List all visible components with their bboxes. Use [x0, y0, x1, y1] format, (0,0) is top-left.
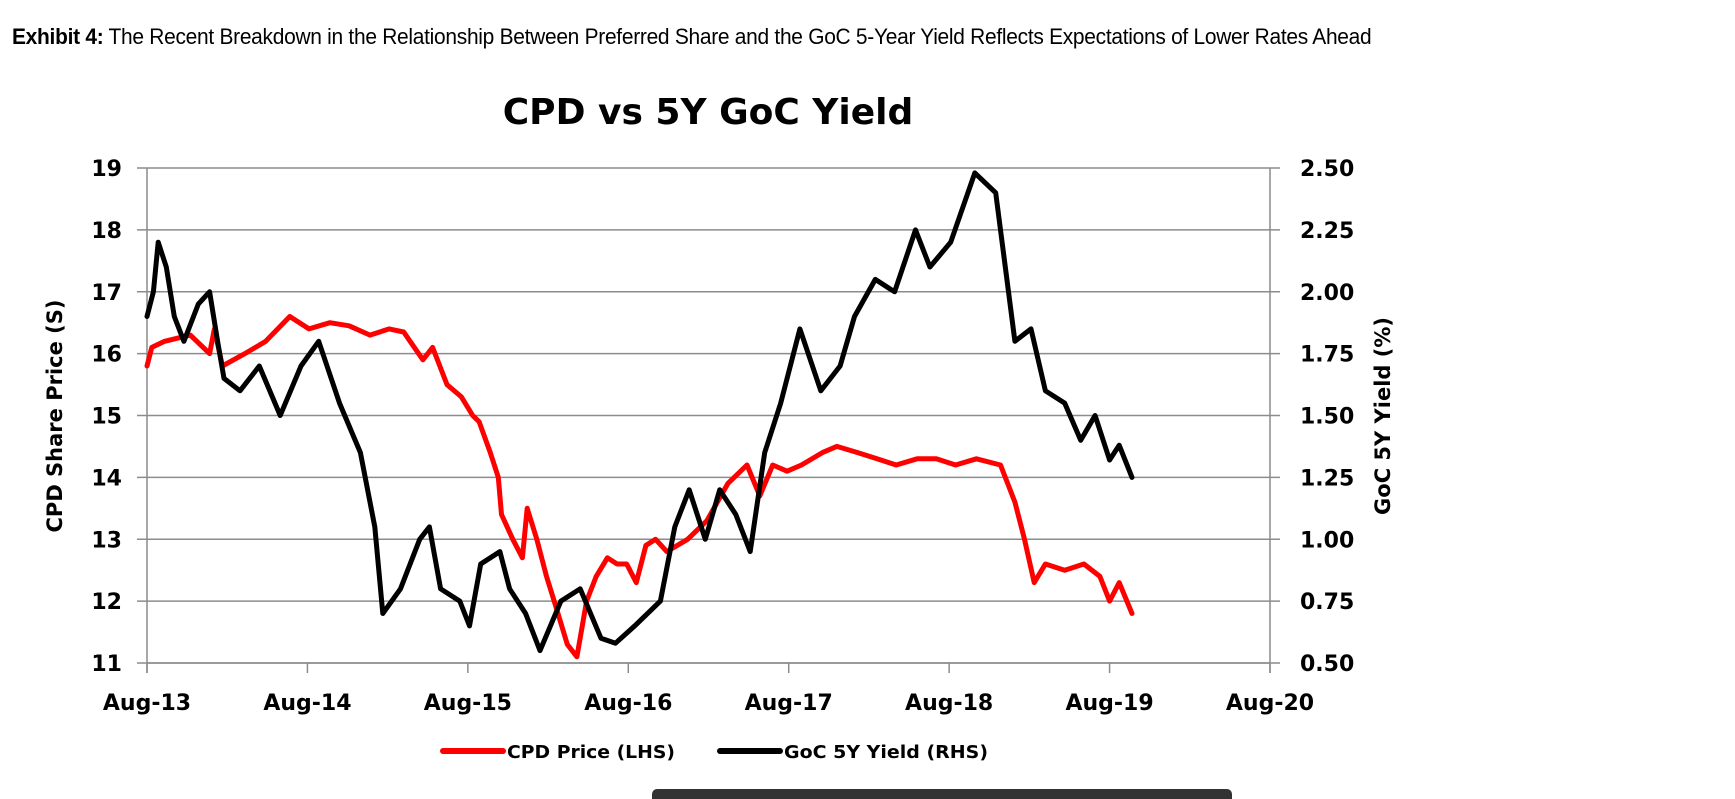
- x-tick-label: Aug-19: [1065, 691, 1153, 716]
- legend-label-cpd-price: CPD Price (LHS): [507, 742, 675, 763]
- right-tick-label: 0.75: [1300, 590, 1354, 615]
- right-tick-label: 2.25: [1300, 219, 1354, 244]
- exhibit-caption: The Recent Breakdown in the Relationship…: [103, 24, 1372, 49]
- exhibit-title: Exhibit 4: The Recent Breakdown in the R…: [12, 24, 1372, 50]
- right-tick-label: 1.00: [1300, 528, 1354, 553]
- right-axis-label: GoC 5Y Yield (%): [1371, 317, 1395, 515]
- x-tick-label: Aug-20: [1226, 691, 1314, 716]
- x-tick-label: Aug-14: [263, 691, 351, 716]
- x-axis-ticks: Aug-13 Aug-14 Aug-15 Aug-16 Aug-17 Aug-18 Aug-…: [103, 663, 1314, 716]
- left-tick-label: 13: [91, 528, 122, 553]
- right-tick-label: 2.50: [1300, 157, 1354, 182]
- right-tick-label: 1.25: [1300, 466, 1354, 491]
- left-tick-label: 12: [91, 590, 122, 615]
- right-tick-label: 1.75: [1300, 343, 1354, 368]
- left-tick-label: 16: [91, 343, 122, 368]
- exhibit-label: Exhibit 4:: [12, 24, 104, 49]
- x-tick-label: Aug-16: [584, 691, 672, 716]
- scroll-bar[interactable]: [652, 789, 1232, 799]
- right-tick-label: 0.50: [1300, 652, 1354, 677]
- right-axis-ticks: 2.50 2.25 2.00 1.75 1.50 1.25 1.00 0.75 0.50: [1300, 157, 1354, 677]
- left-tick-label: 11: [91, 652, 122, 677]
- legend: CPD Price (LHS) GoC 5Y Yield (RHS): [440, 742, 988, 763]
- series-line-cpd-price: [144, 314, 1135, 660]
- left-axis-ticks: 19 18 17 16 15 14 13 12 11: [91, 157, 122, 677]
- right-tick-label: 1.50: [1300, 405, 1354, 430]
- left-tick-label: 18: [91, 219, 122, 244]
- legend-label-goc-yield: GoC 5Y Yield (RHS): [784, 742, 988, 763]
- x-tick-label: Aug-15: [424, 691, 512, 716]
- axes: [146, 168, 1271, 673]
- x-tick-label: Aug-17: [745, 691, 833, 716]
- gridlines: [137, 167, 1280, 664]
- x-tick-label: Aug-13: [103, 691, 191, 716]
- left-axis-label: CPD Share Price (S): [43, 300, 67, 533]
- series-line-goc-yield: [144, 170, 1135, 654]
- right-tick-label: 2.00: [1300, 281, 1354, 306]
- chart-title: CPD vs 5Y GoC Yield: [503, 92, 913, 133]
- x-tick-label: Aug-18: [905, 691, 993, 716]
- series-lines: [144, 170, 1135, 660]
- left-tick-label: 15: [91, 405, 122, 430]
- left-tick-label: 19: [91, 157, 122, 182]
- left-tick-label: 14: [91, 466, 122, 491]
- left-tick-label: 17: [91, 281, 122, 306]
